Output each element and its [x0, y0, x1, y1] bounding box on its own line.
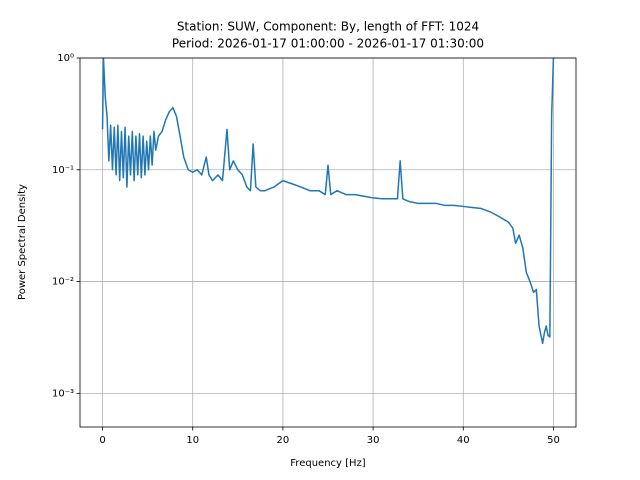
x-tick-label: 50: [547, 435, 560, 446]
x-tick-label: 40: [457, 435, 470, 446]
chart-title: Station: SUW, Component: By, length of F…: [177, 20, 479, 34]
y-tick-label: 10⁻¹: [52, 165, 74, 176]
data-line: [101, 58, 555, 345]
y-tick-label: 10⁻³: [52, 388, 74, 399]
x-tick-label: 0: [99, 435, 105, 446]
y-tick-label: 10⁰: [57, 53, 74, 64]
y-axis-label: Power Spectral Density: [17, 184, 28, 300]
plot-area: [101, 58, 555, 345]
x-tick-label: 10: [186, 435, 199, 446]
x-tick-label: 20: [277, 435, 290, 446]
axes-frame: [79, 57, 577, 428]
chart-subtitle: Period: 2026-01-17 01:00:00 - 2026-01-17…: [172, 37, 484, 51]
x-tick-label: 30: [367, 435, 380, 446]
x-axis-label: Frequency [Hz]: [290, 458, 366, 469]
y-tick-label: 10⁻²: [52, 277, 74, 288]
